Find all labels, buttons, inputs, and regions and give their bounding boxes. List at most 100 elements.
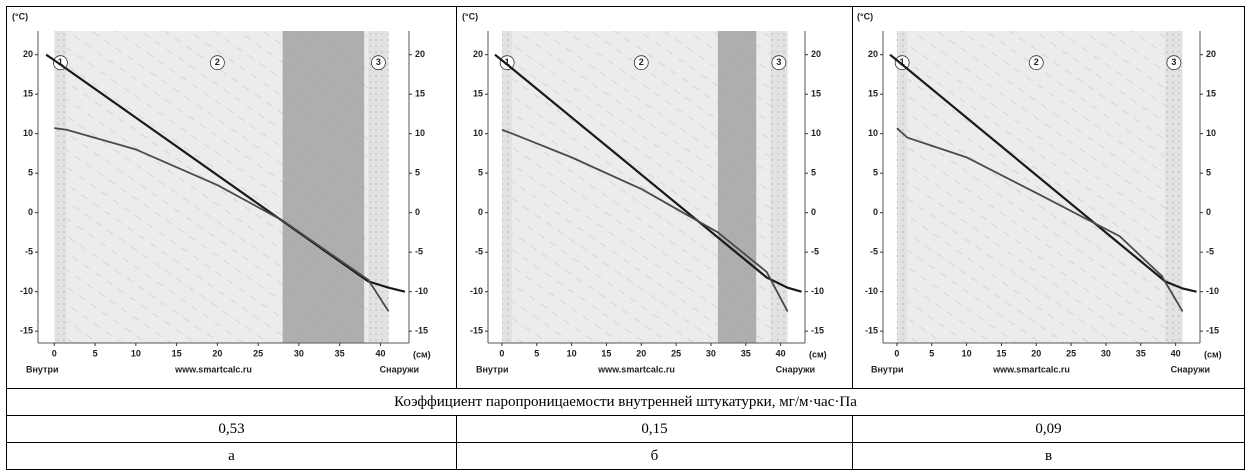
outside-label: Снаружи [776, 364, 815, 374]
layer-marker [1028, 55, 1044, 71]
layer-label: 3 [1171, 57, 1176, 67]
chart: (°C) 1 2 3 -15 -15 -10 -10 -5 -5 0 0 5 5 10 10 15 15 20 20 0… [857, 11, 1222, 374]
layer [896, 31, 908, 343]
y-tick-label: 20 [473, 49, 483, 59]
y-tick-label: 5 [28, 168, 33, 178]
x-tick-label: 5 [93, 348, 98, 358]
y2-tick-label: -10 [811, 286, 824, 296]
condensation-zone [282, 31, 365, 343]
source-label: www.smartcalc.ru [992, 364, 1070, 374]
y2-tick-label: 0 [811, 207, 816, 217]
y-tick-label: -15 [470, 326, 483, 336]
y-tick-label: -5 [475, 247, 483, 257]
y2-tick-label: -15 [1206, 326, 1219, 336]
layer [368, 31, 389, 343]
x-tick-label: 5 [929, 348, 934, 358]
x-tick-label: 20 [212, 348, 222, 358]
y-unit: (°C) [12, 11, 28, 21]
x-tick-label: 40 [1171, 348, 1181, 358]
caption: Коэффициент паропроницаемости внутренней… [6, 388, 1245, 416]
y-tick-label: 15 [868, 89, 878, 99]
y-tick-label: 5 [873, 168, 878, 178]
x-unit: (см) [809, 349, 827, 359]
y2-tick-label: 15 [415, 89, 425, 99]
y2-tick-label: 10 [1206, 128, 1216, 138]
y-tick-label: 0 [478, 207, 483, 217]
x-tick-label: 25 [671, 348, 681, 358]
x-tick-label: 25 [1066, 348, 1076, 358]
x-unit: (см) [413, 349, 431, 359]
source-label: www.smartcalc.ru [174, 364, 252, 374]
y-tick-label: 10 [868, 128, 878, 138]
y2-tick-label: -5 [811, 247, 819, 257]
y2-tick-label: -10 [1206, 286, 1219, 296]
y2-tick-label: -15 [811, 326, 824, 336]
y2-tick-label: 10 [811, 128, 821, 138]
x-tick-label: 15 [601, 348, 611, 358]
y2-tick-label: 15 [1206, 89, 1216, 99]
layer-label: 1 [900, 57, 905, 67]
y2-tick-label: 0 [1206, 207, 1211, 217]
x-tick-label: 35 [335, 348, 345, 358]
x-tick-label: 20 [1031, 348, 1041, 358]
layer [770, 31, 788, 343]
label-cell: б [456, 442, 853, 470]
inside-label: Внутри [871, 364, 904, 374]
y-tick-label: -10 [20, 286, 33, 296]
chart-cell: (°C) 1 2 3 -15 -15 -10 -10 -5 -5 0 0 5 5 10 10 15 15 20 20 0… [852, 6, 1245, 389]
y2-tick-label: -15 [415, 326, 428, 336]
chart: (°C) 1 2 3 -15 -15 -10 -10 -5 -5 0 0 5 5 10 10 15 15 20 20 0… [462, 11, 827, 374]
y-tick-label: 0 [873, 207, 878, 217]
y2-tick-label: 10 [415, 128, 425, 138]
inside-label: Внутри [476, 364, 509, 374]
series-line [54, 127, 390, 312]
chart-cell: (°C) 1 2 3 -15 -15 -10 -10 -5 -5 0 0 5 5 10 10 15 15 20 20 0… [456, 6, 853, 389]
layer-marker [209, 55, 225, 71]
y-tick-label: 0 [28, 207, 33, 217]
y2-tick-label: 20 [415, 49, 425, 59]
x-tick-label: 30 [294, 348, 304, 358]
label-cell: в [852, 442, 1245, 470]
x-tick-label: 15 [172, 348, 182, 358]
layer-label: 1 [58, 57, 63, 67]
layer-label: 2 [639, 57, 644, 67]
x-tick-label: 15 [996, 348, 1006, 358]
y-tick-label: 20 [23, 49, 33, 59]
y2-tick-label: 5 [811, 168, 816, 178]
chart-row: (°C) 1 2 3 -15 -15 -10 -10 -5 -5 0 0 5 5 10 10 15 15 20 20 0… [6, 6, 1245, 389]
y-tick-label: 15 [23, 89, 33, 99]
series-line [494, 53, 802, 293]
x-unit: (см) [1204, 349, 1222, 359]
layer [54, 31, 67, 343]
table: (°C) 1 2 3 -15 -15 -10 -10 -5 -5 0 0 5 5 10 10 15 15 20 20 0… [6, 6, 1245, 470]
x-tick-label: 30 [706, 348, 716, 358]
layer [501, 31, 513, 343]
layer-label: 2 [215, 57, 220, 67]
x-tick-label: 35 [1136, 348, 1146, 358]
x-tick-label: 35 [741, 348, 751, 358]
y2-tick-label: 15 [811, 89, 821, 99]
x-tick-label: 10 [567, 348, 577, 358]
layer [907, 31, 1166, 343]
y-tick-label: -5 [25, 247, 33, 257]
layer [1165, 31, 1183, 343]
x-tick-label: 20 [636, 348, 646, 358]
y2-tick-label: -5 [1206, 247, 1214, 257]
layer-marker [1166, 55, 1182, 71]
y-unit: (°C) [857, 11, 873, 21]
y-tick-label: -10 [470, 286, 483, 296]
y-tick-label: 15 [473, 89, 483, 99]
x-tick-label: 25 [253, 348, 263, 358]
x-tick-label: 10 [131, 348, 141, 358]
x-tick-label: 30 [1101, 348, 1111, 358]
layer-label: 1 [505, 57, 510, 67]
y-tick-label: -5 [870, 247, 878, 257]
x-tick-label: 0 [499, 348, 504, 358]
layer-label: 3 [776, 57, 781, 67]
value-cell: 0,53 [6, 415, 457, 443]
outside-label: Снаружи [1171, 364, 1210, 374]
x-tick-label: 0 [52, 348, 57, 358]
y-tick-label: -15 [20, 326, 33, 336]
layer-label: 2 [1034, 57, 1039, 67]
label-cell: а [6, 442, 457, 470]
